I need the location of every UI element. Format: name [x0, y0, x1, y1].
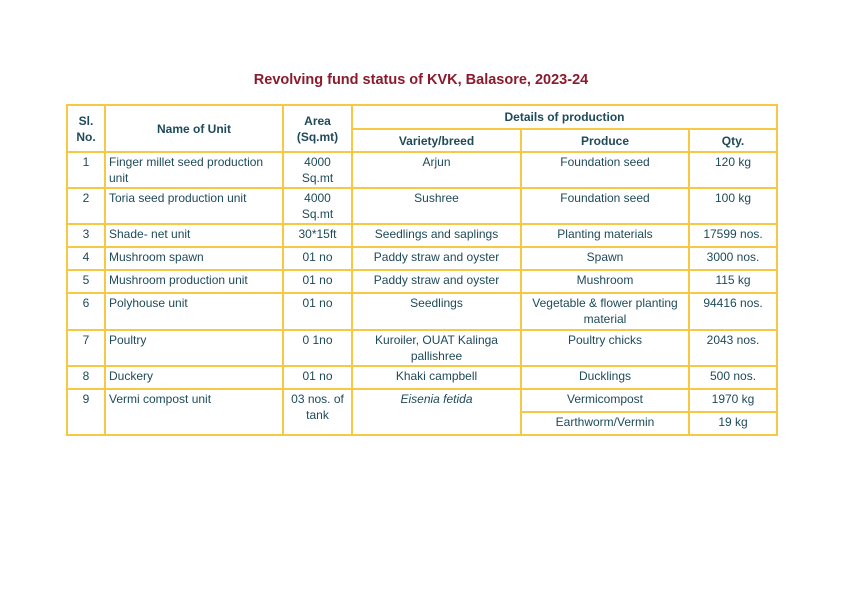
area-cell: 01 no — [282, 365, 353, 390]
unit-name-cell: Mushroom spawn — [104, 246, 284, 271]
qty-cell: 3000 nos. — [687, 246, 779, 271]
header-area: Area (Sq.mt) — [282, 104, 353, 153]
qty-cell: 19 kg — [687, 411, 779, 436]
produce-cell: Vermicompost — [520, 388, 690, 413]
table-row: Earthworm/Vermin 19 kg — [67, 411, 779, 436]
table-row: 8 Duckery 01 no Khaki campbell Ducklings 500 … — [66, 365, 779, 390]
variety-cell: Kuroiler, OUAT Kalinga pallishree — [351, 329, 522, 367]
qty-cell: 115 kg — [687, 269, 779, 294]
area-cell: 01 no — [282, 269, 353, 294]
produce-cell: Planting materials — [520, 223, 690, 248]
produce-cell: Poultry chicks — [520, 329, 690, 367]
table-row: 3 Shade- net unit 30*15ft Seedlings and sap… — [66, 223, 779, 248]
produce-cell: Earthworm/Vermin — [520, 411, 690, 436]
sl-no-cell: 1 — [66, 151, 106, 189]
page-title: Revolving fund status of KVK, Balasore, … — [253, 72, 589, 88]
unit-name-cell: Shade- net unit — [104, 223, 284, 248]
sl-no-cell: 7 — [66, 329, 106, 367]
variety-cell: Eisenia fetida — [351, 388, 522, 436]
unit-name-cell: Toria seed production unit — [104, 187, 284, 225]
area-cell: 01 no — [282, 246, 353, 271]
table-row: 1 Finger millet seed production unit 4000 … — [66, 151, 779, 189]
unit-name-cell: Polyhouse unit — [104, 292, 284, 331]
qty-cell: 2043 nos. — [687, 329, 779, 367]
variety-cell: Sushree — [351, 187, 522, 225]
unit-name-cell: Poultry — [104, 329, 284, 367]
area-cell: 4000 Sq.mt — [282, 151, 353, 189]
header-produce: Produce — [520, 128, 690, 153]
produce-cell: Ducklings — [520, 365, 690, 390]
unit-name-cell: Finger millet seed production unit — [104, 151, 284, 189]
table-row: 7 Poultry 0 1no Kuroiler, OUAT Kalinga pall… — [66, 329, 779, 367]
sl-no-cell: 2 — [66, 187, 106, 225]
qty-cell: 94416 nos. — [687, 292, 779, 331]
variety-cell: Seedlings — [351, 292, 522, 331]
variety-cell: Paddy straw and oyster — [351, 269, 522, 294]
produce-cell: Vegetable & flower planting material — [520, 292, 690, 331]
header-name-of-unit: Name of Unit — [104, 104, 284, 153]
sl-no-cell: 8 — [66, 365, 106, 390]
variety-cell: Khaki campbell — [351, 365, 522, 390]
area-cell: 03 nos. of tank — [282, 388, 353, 436]
produce-cell: Mushroom — [520, 269, 690, 294]
qty-cell: 17599 nos. — [687, 223, 779, 248]
qty-cell: 500 nos. — [687, 365, 779, 390]
table-row: 2 Toria seed production unit 4000 Sq.mt Sus… — [66, 187, 779, 225]
produce-cell: Foundation seed — [520, 187, 690, 225]
qty-cell: 120 kg — [687, 151, 779, 189]
unit-name-cell: Duckery — [104, 365, 284, 390]
header-details-of-production: Details of production — [350, 104, 779, 130]
sl-no-cell: 5 — [66, 269, 106, 294]
unit-name-cell: Vermi compost unit — [104, 388, 284, 436]
qty-cell: 100 kg — [687, 187, 779, 225]
area-cell: 4000 Sq.mt — [282, 187, 353, 225]
variety-cell: Arjun — [351, 151, 522, 189]
unit-name-cell: Mushroom production unit — [104, 269, 284, 294]
variety-cell: Seedlings and saplings — [351, 223, 522, 248]
sl-no-cell: 6 — [66, 292, 106, 331]
variety-cell: Paddy straw and oyster — [351, 246, 522, 271]
table-row: 9 Vermi compost unit 03 nos. of tank Eiseni… — [66, 388, 779, 436]
area-cell: 01 no — [282, 292, 353, 331]
sl-no-cell: 9 — [66, 388, 106, 436]
table-row: 6 Polyhouse unit 01 no Seedlings Vegetable &… — [66, 292, 779, 331]
header-variety: Variety/breed — [351, 128, 522, 153]
produce-cell: Foundation seed — [520, 151, 690, 189]
sl-no-cell: 4 — [66, 246, 106, 271]
produce-cell: Spawn — [520, 246, 690, 271]
header-sl-no: Sl. No. — [66, 104, 106, 153]
table-row: 4 Mushroom spawn 01 no Paddy straw and oyst… — [66, 246, 779, 271]
qty-cell: 1970 kg — [687, 388, 779, 413]
header-qty: Qty. — [687, 128, 779, 153]
area-cell: 30*15ft — [282, 223, 353, 248]
revolving-fund-table: Sl. No. Name of Unit Area (Sq.mt) Detail… — [66, 104, 779, 436]
table-row: 5 Mushroom production unit 01 no Paddy stra… — [66, 269, 779, 294]
area-cell: 0 1no — [282, 329, 353, 367]
sl-no-cell: 3 — [66, 223, 106, 248]
